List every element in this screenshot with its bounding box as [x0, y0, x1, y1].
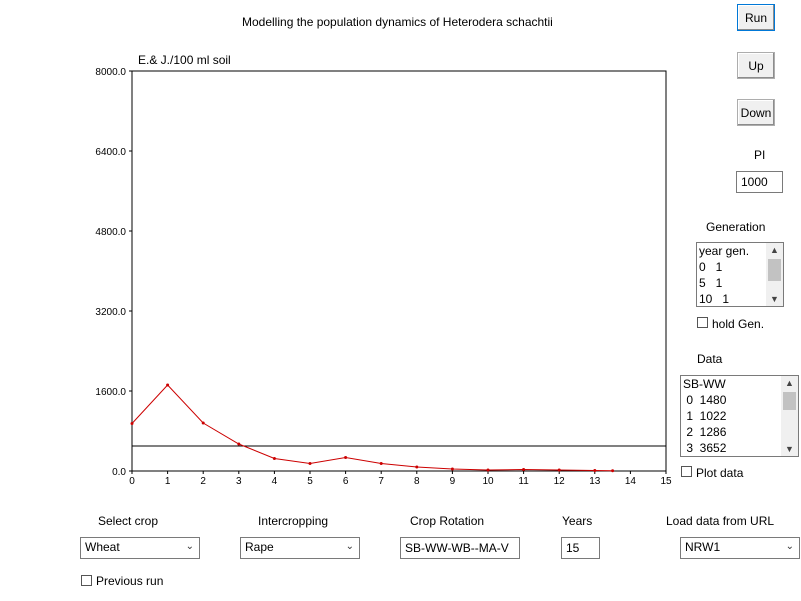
x-tick-label: 7 [378, 476, 384, 487]
data-point [308, 462, 312, 465]
x-tick-label: 3 [236, 476, 242, 487]
pi-input[interactable]: 1000 [736, 171, 783, 193]
years-input[interactable]: 15 [561, 537, 600, 559]
x-tick-label: 10 [482, 476, 494, 487]
list-item[interactable]: 10 1 [699, 292, 730, 306]
data-point [415, 465, 419, 469]
previous-run-checkbox[interactable] [81, 575, 92, 586]
crop-rotation-input[interactable]: SB-WW-WB--MA-V [400, 537, 520, 559]
load-url-label: Load data from URL [666, 514, 775, 528]
x-tick-label: 0 [129, 476, 135, 487]
chevron-down-icon[interactable]: ▼ [770, 294, 779, 304]
x-tick-label: 2 [200, 476, 206, 487]
select-crop-dropdown[interactable]: Wheat ⌄ [80, 537, 200, 559]
x-tick-label: 5 [307, 476, 313, 487]
data-point [486, 468, 490, 472]
x-tick-label: 8 [414, 476, 420, 487]
list-item[interactable]: 3 3652 [683, 441, 727, 455]
data-point [237, 442, 241, 446]
data-point [201, 421, 205, 425]
x-tick-label: 9 [450, 476, 456, 487]
x-tick-label: 1 [165, 476, 171, 487]
list-item[interactable]: 0 1480 [683, 393, 727, 407]
intercropping-value: Rape [245, 540, 274, 554]
y-tick-label: 4800.0 [95, 227, 126, 238]
generation-list[interactable]: year gen. 0 1 5 1 10 1 ▲ ▼ [696, 242, 784, 307]
y-tick-label: 1600.0 [95, 387, 126, 398]
intercropping-dropdown[interactable]: Rape ⌄ [240, 537, 360, 559]
hold-gen-label: hold Gen. [712, 317, 765, 331]
y-tick-label: 8000.0 [95, 67, 126, 78]
pi-label: PI [754, 148, 766, 162]
select-crop-label: Select crop [98, 514, 159, 528]
x-tick-label: 6 [343, 476, 349, 487]
y-tick-label: 3200.0 [95, 307, 126, 318]
chevron-down-icon: ⌄ [185, 541, 194, 552]
down-button[interactable]: Down [737, 99, 775, 126]
list-item[interactable]: 0 1 [699, 260, 723, 274]
chevron-up-icon[interactable]: ▲ [785, 378, 794, 388]
data-point [522, 468, 526, 471]
x-tick-label: 14 [625, 476, 637, 487]
chevron-down-icon: ⌄ [345, 541, 354, 552]
generation-label: Generation [706, 220, 766, 234]
intercropping-label: Intercropping [258, 514, 329, 528]
data-label: Data [697, 352, 723, 366]
y-axis-label: E.& J./100 ml soil [138, 53, 231, 67]
data-point [611, 469, 615, 473]
generation-scrollbar[interactable]: ▲ ▼ [766, 243, 783, 306]
y-tick-label: 6400.0 [95, 147, 126, 158]
years-label: Years [562, 514, 593, 528]
data-point [379, 462, 383, 465]
app-title: Modelling the population dynamics of Het… [242, 15, 553, 29]
data-point [272, 457, 276, 460]
list-item[interactable]: 1 1022 [683, 409, 727, 423]
load-url-value: NRW1 [685, 540, 721, 554]
plot-area [131, 70, 667, 472]
data-point [130, 422, 134, 425]
data-point [450, 467, 454, 471]
previous-run-label: Previous run [96, 574, 164, 588]
data-list[interactable]: SB-WW 0 1480 1 1022 2 1286 3 3652 ▲ ▼ [680, 375, 799, 457]
data-point [344, 456, 348, 459]
scroll-thumb[interactable] [783, 392, 796, 410]
chevron-up-icon[interactable]: ▲ [770, 245, 779, 255]
plot-data-label: Plot data [696, 466, 744, 480]
data-point [557, 468, 561, 472]
x-tick-label: 13 [589, 476, 601, 487]
select-crop-value: Wheat [85, 540, 120, 554]
plot-data-checkbox[interactable] [681, 466, 692, 477]
x-tick-label: 4 [272, 476, 278, 487]
up-button[interactable]: Up [737, 52, 775, 79]
data-point [593, 469, 597, 472]
list-item[interactable]: 2 1286 [683, 425, 727, 439]
chevron-down-icon[interactable]: ▼ [785, 444, 794, 454]
load-url-dropdown[interactable]: NRW1 ⌄ [680, 537, 800, 559]
list-item[interactable]: 5 1 [699, 276, 723, 290]
data-point [166, 383, 170, 387]
crop-rotation-label: Crop Rotation [410, 514, 485, 528]
run-button[interactable]: Run [737, 4, 775, 31]
data-scrollbar[interactable]: ▲ ▼ [781, 376, 798, 456]
x-tick-label: 15 [660, 476, 672, 487]
x-tick-label: 11 [518, 476, 529, 487]
x-tick-label: 12 [554, 476, 566, 487]
list-item[interactable]: year gen. [699, 244, 750, 258]
hold-gen-checkbox[interactable] [697, 317, 708, 328]
scroll-thumb[interactable] [768, 259, 781, 281]
y-tick-label: 0.0 [112, 467, 126, 478]
chevron-down-icon: ⌄ [785, 541, 794, 552]
list-item[interactable]: SB-WW [683, 377, 726, 391]
